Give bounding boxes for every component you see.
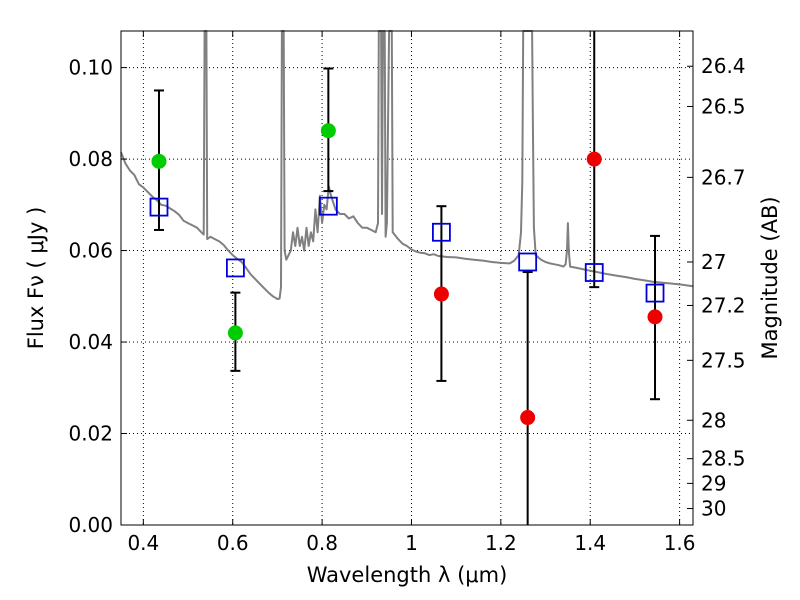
y2-tick-label: 27.5 [701, 348, 746, 372]
model-flux-square [584, 263, 604, 282]
x-tick-label: 1.4 [574, 531, 606, 555]
y2-tick-label: 26.7 [701, 165, 746, 189]
model-flux-square [432, 222, 451, 242]
y2-tick-label: 29 [701, 471, 726, 495]
y2-axis-label: Magnitude (AB) [758, 196, 782, 359]
model-flux-square [149, 197, 169, 217]
flux-point [520, 410, 536, 426]
y2-tick-label: 30 [701, 497, 726, 521]
y-tick-label: 0.08 [68, 147, 113, 171]
flux-point [433, 286, 449, 302]
plot-frame [120, 30, 694, 526]
y-axis-label: Flux Fν ( μJy ) [24, 207, 48, 350]
x-ticks: 0.4 0.6 0.8 1 1.2 1.4 1.6 [127, 31, 696, 555]
y2-tick-label: 28.5 [701, 447, 746, 471]
flux-point [227, 325, 243, 341]
x-tick-label: 1 [405, 531, 418, 555]
model-flux-square [225, 258, 245, 278]
x-tick-label: 1.6 [664, 531, 696, 555]
flux-point [647, 309, 663, 325]
y2-tick-label: 26.4 [701, 54, 746, 78]
x-tick-label: 1.2 [485, 531, 517, 555]
model-flux-square [645, 283, 665, 303]
y-tick-label: 0.10 [68, 56, 113, 80]
flux-point [151, 153, 167, 169]
y2-tick-label: 27 [701, 250, 726, 274]
model-flux-square [318, 196, 338, 216]
y-ticks: 0.00 0.02 0.04 0.06 0.08 0.10 [68, 56, 127, 537]
model-flux-square [518, 252, 538, 272]
flux-point [586, 151, 602, 167]
error-bars [153, 31, 661, 525]
x-tick-label: 0.4 [127, 531, 159, 555]
model-spectrum [120, 30, 694, 300]
x-axis-label: Wavelength λ (μm) [307, 563, 508, 587]
spectrum-line [120, 30, 694, 300]
x-tick-label: 0.8 [306, 531, 338, 555]
y-tick-label: 0.00 [68, 513, 113, 537]
y2-tick-label: 27.2 [701, 293, 746, 317]
y-tick-label: 0.04 [68, 330, 113, 354]
flux-point [320, 123, 336, 139]
markers [149, 123, 665, 426]
y2-tick-label: 26.5 [701, 94, 746, 118]
y-tick-label: 0.06 [68, 239, 113, 263]
y-tick-label: 0.02 [68, 422, 113, 446]
x-tick-label: 0.6 [217, 531, 249, 555]
y2-tick-label: 28 [701, 408, 726, 432]
